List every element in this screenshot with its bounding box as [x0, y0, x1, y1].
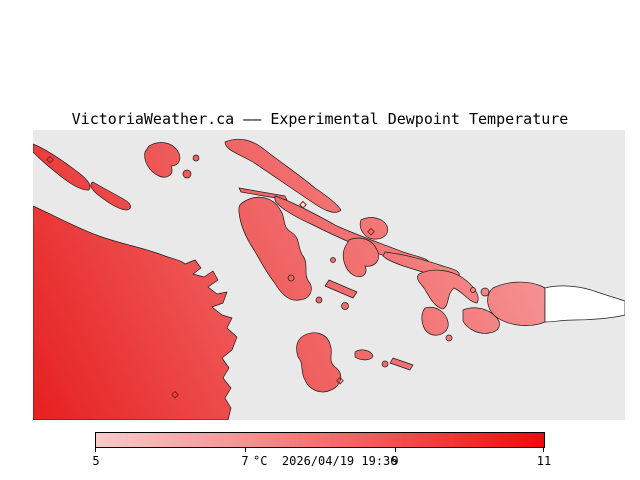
station-marker-icon [46, 155, 54, 164]
island [144, 142, 181, 178]
page-title: VictoriaWeather.ca —— Experimental Dewpo… [71, 110, 569, 128]
colorbar-tick-label: 7 [241, 454, 249, 468]
colorbar-unit-label: °C 2026/04/19 19:36 [253, 454, 398, 468]
island [480, 287, 490, 297]
island-strip [33, 143, 91, 191]
island-chain-north [224, 138, 342, 213]
island [315, 296, 323, 304]
island [341, 302, 349, 310]
island [287, 274, 295, 282]
colorbar-tick-label: 5 [92, 454, 100, 468]
station-marker-icon [299, 200, 307, 209]
colorbar-tick [245, 448, 246, 452]
colorbar-gradient [95, 432, 545, 448]
landmass-saanich [296, 332, 342, 393]
island [470, 287, 476, 293]
landmass-vancouver-island [33, 205, 238, 420]
dewpoint-map [33, 130, 625, 420]
island-strip [90, 181, 131, 211]
colorbar-tick [395, 448, 396, 452]
island [445, 334, 453, 342]
colorbar-tick [543, 448, 544, 452]
island-orcas [417, 269, 479, 310]
landmass-east [487, 281, 546, 326]
colorbar-tick-label: 9 [391, 454, 399, 468]
island [421, 306, 449, 336]
station-markers [46, 155, 375, 399]
colorbar-tick-label: 11 [536, 454, 552, 468]
island [381, 360, 389, 368]
island [182, 169, 192, 179]
island [342, 237, 379, 278]
island [359, 217, 389, 240]
station-marker-icon [367, 227, 375, 236]
island [324, 279, 358, 299]
colorbar-tick [95, 448, 96, 452]
island [462, 307, 500, 334]
island [354, 349, 374, 361]
land-masses [33, 138, 625, 420]
station-marker-icon [171, 390, 179, 399]
colorbar: 5 7 9 11 °C 2026/04/19 19:36 [92, 432, 551, 476]
landmass-no-data [544, 285, 625, 323]
island-saltspring [238, 196, 312, 301]
island [389, 357, 414, 371]
station-marker-icon [336, 376, 344, 385]
island [330, 257, 336, 263]
island [192, 154, 200, 162]
